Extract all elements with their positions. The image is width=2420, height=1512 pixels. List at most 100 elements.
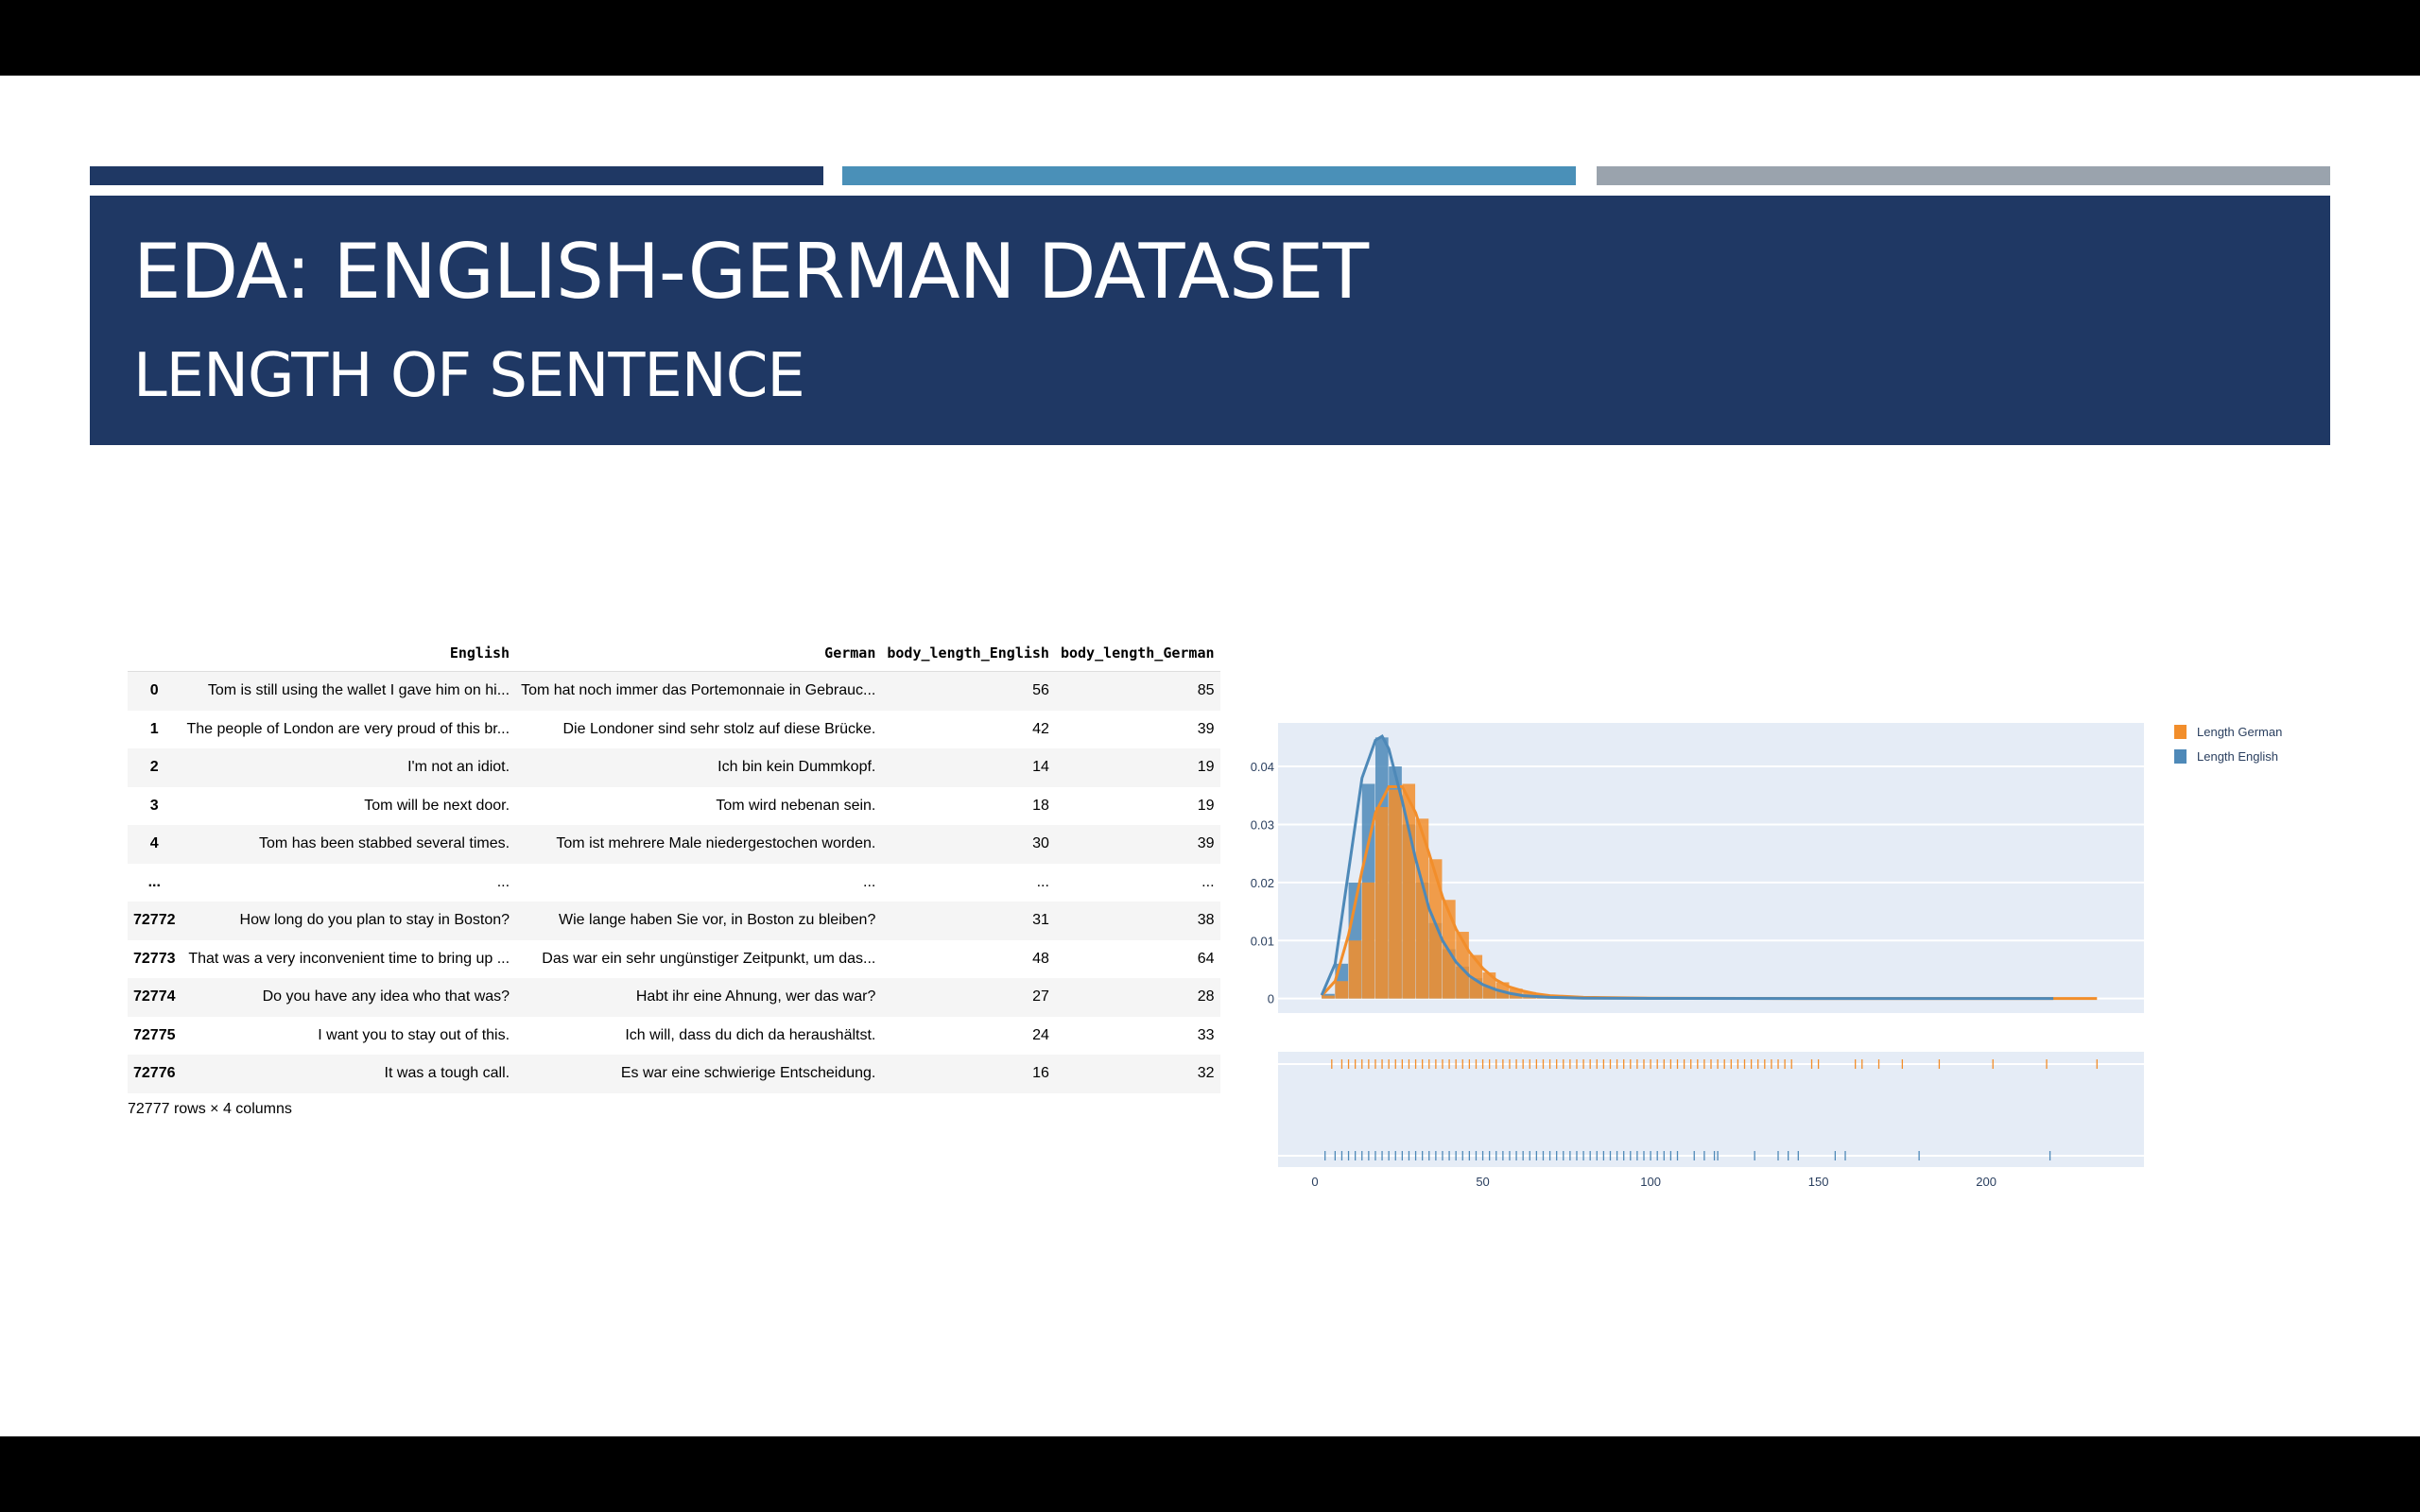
row-index: 72776 [133,1065,176,1082]
cell-body-length-english: 14 [1032,759,1049,776]
cell-body-length-english: 18 [1032,797,1049,814]
histogram-bar-german [1389,789,1402,999]
cell-english: Tom is still using the wallet I gave him… [207,682,510,699]
cell-english: ... [496,873,510,890]
cell-german: Das war ein sehr ungünstiger Zeitpunkt, … [542,950,876,967]
row-index: 4 [149,835,159,852]
cell-body-length-german: 19 [1197,797,1215,814]
column-header-body-length-german: body_length_German [1060,644,1215,662]
table-row: 4 Tom has been stabbed several times. Tom … [128,825,1220,864]
histogram-bar-german [1428,859,1443,999]
x-tick-label: 0 [1311,1175,1318,1189]
x-tick-label: 200 [1976,1175,1996,1189]
kde-curve-english [1320,733,2054,1001]
row-index: 1 [149,720,159,737]
table-row: ............... [128,864,1220,902]
cell-english: Do you have any idea who that was? [262,988,510,1005]
cell-body-length-german: 33 [1197,1026,1215,1043]
cell-body-length-english: 27 [1032,988,1049,1005]
index-header [128,626,182,672]
y-tick-label: 0.03 [1251,817,1274,832]
x-tick-label: 150 [1808,1175,1829,1189]
cell-german: Es war eine schwierige Entscheidung. [620,1065,876,1082]
row-index: 3 [149,797,159,814]
cell-german: Tom ist mehrere Male niedergestochen wor… [556,835,876,852]
cell-body-length-english: 31 [1032,912,1049,929]
accent-bar-light-blue [842,166,1576,185]
table-row: 3 Tom will be next door. Tom wird nebenan … [128,787,1220,826]
cell-body-length-german: ... [1201,873,1215,890]
cell-english: I'm not an idiot. [407,759,510,776]
histogram-bar-german [1415,818,1429,999]
histogram-bar-german [1402,783,1416,999]
slide-subtitle: LENGTH OF SENTENCE [133,341,805,411]
legend-swatch-english [2174,749,2187,764]
cell-body-length-german: 85 [1197,682,1215,699]
row-index: 72773 [133,950,176,967]
column-header-german: German [824,644,876,662]
cell-english: The people of London are very proud of t… [186,720,510,737]
cell-german: ... [863,873,876,890]
x-tick-label: 50 [1476,1175,1489,1189]
cell-english: Tom has been stabbed several times. [259,835,510,852]
cell-body-length-english: 24 [1032,1026,1049,1043]
cell-german: Ich bin kein Dummkopf. [717,759,876,776]
length-distribution-chart: 0 0.01 0.02 0.03 0.04 0 50 100 150 200 Length Germ… [1248,643,2307,1228]
cell-body-length-german: 19 [1197,759,1215,776]
cell-body-length-english: 42 [1032,720,1049,737]
slide-title: EDA: ENGLISH-GERMAN DATASET [133,228,1369,316]
cell-body-length-german: 32 [1197,1065,1215,1082]
table-row: 72776 It was a tough call. Es war eine sch… [128,1055,1220,1093]
cell-german: Tom hat noch immer das Portemonnaie in G… [521,682,876,699]
cell-body-length-german: 28 [1197,988,1215,1005]
table-row: 72775 I want you to stay out of this. Ich … [128,1017,1220,1056]
table-row: 1 The people of London are very proud of … [128,711,1220,749]
rug-background [1278,1052,2144,1167]
histogram-bar-german [1348,940,1362,999]
row-index: 72772 [133,912,176,929]
table-row: 72773 That was a very inconvenient time t… [128,940,1220,979]
row-index: 72775 [133,1026,176,1043]
title-band: EDA: ENGLISH-GERMAN DATASET LENGTH OF SE… [90,196,2330,445]
cell-german: Wie lange haben Sie vor, in Boston zu bl… [559,912,876,929]
cell-body-length-english: 16 [1032,1065,1049,1082]
dataframe-table: English German body_length_English body_… [128,626,1220,1118]
accent-bar-dark-blue [90,166,823,185]
row-index: ... [147,873,161,890]
cell-english: Tom will be next door. [364,797,510,814]
table-row: 2 I'm not an idiot. Ich bin kein Dummkopf.… [128,748,1220,787]
accent-bar-gray [1597,166,2330,185]
column-header-body-length-english: body_length_English [887,644,1049,662]
cell-english: How long do you plan to stay in Boston? [239,912,510,929]
cell-english: I want you to stay out of this. [318,1026,510,1043]
row-count: 72777 rows × 4 columns [128,1100,292,1117]
row-index: 2 [149,759,159,776]
legend-label-german: Length German [2197,725,2282,739]
slide: EDA: ENGLISH-GERMAN DATASET LENGTH OF SE… [0,76,2420,1436]
row-index: 0 [149,682,159,699]
cell-body-length-english: ... [1036,873,1049,890]
cell-english: That was a very inconvenient time to bri… [188,950,510,967]
table-header-row: English German body_length_English body_… [128,626,1220,672]
y-tick-label: 0 [1268,992,1274,1006]
x-tick-label: 100 [1640,1175,1661,1189]
legend-label-english: Length English [2197,749,2278,764]
cell-german: Ich will, dass du dich da heraushältst. [625,1026,876,1043]
histogram-bar-german [1482,972,1496,999]
row-index: 72774 [133,988,176,1005]
table-row: 72772 How long do you plan to stay in Bos… [128,902,1220,940]
cell-english: It was a tough call. [384,1065,510,1082]
cell-body-length-german: 39 [1197,720,1215,737]
cell-body-length-german: 39 [1197,835,1215,852]
cell-body-length-german: 64 [1197,950,1215,967]
cell-body-length-english: 30 [1032,835,1049,852]
cell-body-length-english: 48 [1032,950,1049,967]
cell-german: Tom wird nebenan sein. [716,797,876,814]
y-tick-label: 0.02 [1251,876,1274,890]
column-header-english: English [449,644,510,662]
histogram-bar-german [1335,981,1349,999]
cell-body-length-german: 38 [1197,912,1215,929]
cell-body-length-english: 56 [1032,682,1049,699]
histogram-bar-german [1374,807,1389,999]
histogram-bar-german [1456,932,1469,999]
